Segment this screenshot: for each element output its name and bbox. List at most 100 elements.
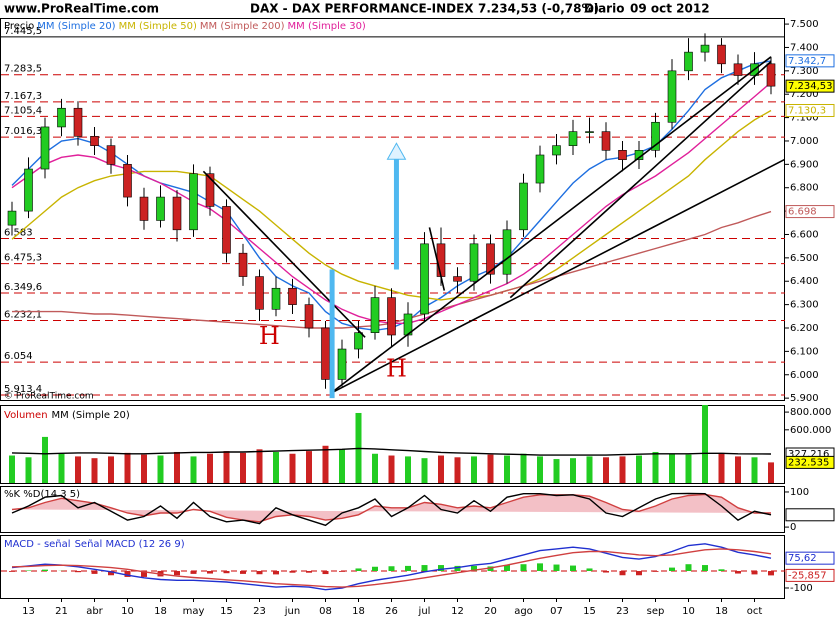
y-tick-label: 100 [790,487,809,498]
volume-bar [471,456,477,483]
candle [502,229,512,275]
panel-title: MACD - señal [4,539,71,550]
volume-bar [421,458,428,483]
x-tick-label: jul [418,606,431,617]
trendline [428,227,446,291]
candle [238,252,248,277]
panel-title: Volumen [4,410,48,421]
histogram-bar [438,565,444,571]
annotation: H [386,355,407,383]
y-tick-label: 6.000 [790,370,819,381]
histogram-bar [586,568,593,571]
y-tick-label: 0 [790,522,796,533]
stoch-frame [0,486,785,533]
value-label: 7.342,7 [788,56,826,67]
histogram-bar [471,565,477,571]
candle [733,63,743,76]
x-tick-label: jun [284,606,300,617]
y-tick-label: 600.000 [790,425,831,436]
x-tick-label: 21 [55,606,68,617]
volume-bar [372,453,378,483]
histogram-bar [537,563,543,571]
quote: 7.234,53 (-0,78%) [478,2,599,16]
candle [552,145,561,156]
level-label: 7.016,3 [4,126,42,137]
histogram-bar [751,571,758,575]
volume-bar [685,454,692,483]
histogram-bar [520,564,527,571]
candle [106,145,116,165]
histogram-bar [553,564,560,571]
y-tick-label: 7.400 [790,42,819,53]
volume-bar [273,451,279,483]
candle [453,276,462,282]
panel-title: %K %D(14 3 5) [4,489,80,500]
histogram-bar [487,566,494,571]
value-label: 6.698 [788,207,817,218]
candle [222,206,231,254]
legend-entry: MM (Simple 200) [200,21,285,32]
candle [766,63,776,87]
candle [321,327,330,380]
site: www.ProRealTime.com [4,2,159,16]
value-box [785,79,835,93]
candle [486,243,495,275]
candle [337,348,347,380]
histogram-bar [388,566,395,571]
histogram-bar [240,571,246,574]
volume-bar [58,453,65,483]
histogram-bar [504,565,510,571]
credit: © ProRealTime.com [4,392,94,402]
trendline [202,170,366,338]
level-label: 6.349,6 [4,282,42,293]
candle [684,51,693,72]
volume-bar [108,456,114,483]
histogram-bar [421,565,428,571]
x-tick-label: oct [747,606,763,617]
candle [700,44,710,53]
x-tick-label: 26 [385,606,398,617]
y-tick-label: 6.900 [790,159,819,170]
volume-bar [586,456,593,483]
value-box [785,455,835,469]
histogram-bar [768,571,774,576]
x-tick-label: 15 [220,606,233,617]
x-tick-label: 10 [121,606,134,617]
volume-bar [669,453,675,483]
x-tick-label: 07 [550,606,563,617]
x-tick-label: 13 [22,606,35,617]
trendline [330,158,785,395]
y-tick-label: 6.200 [790,323,819,334]
volume-bar [652,451,659,483]
legend-entry: MM (Simple 50) [119,21,197,32]
level-label: 7.283,5 [4,64,42,75]
candle [123,164,132,198]
histogram-bar [322,571,329,575]
volume-bar [25,457,32,483]
histogram-bar [636,571,642,576]
histogram-bar [108,571,114,576]
histogram-bar [702,565,708,571]
volume-bar [339,449,345,483]
level-label: 6.054 [4,351,33,362]
panel-subtitle: Señal MACD (12 26 9) [75,539,185,550]
y-tick-label: 6.100 [790,346,819,357]
line [11,81,772,324]
volume-bar [75,456,81,483]
histogram-bar [718,569,725,571]
value-box [785,54,835,68]
candle [667,70,677,123]
x-tick-label: 23 [616,606,629,617]
level-label: 6.475,3 [4,253,42,264]
candle [57,107,66,128]
volume-bar [322,445,329,483]
volume-bar [174,451,180,483]
candle [370,297,380,333]
volume-bar [570,458,576,483]
price-frame [0,18,785,401]
candle [90,135,99,146]
trendline [329,56,772,395]
value-box [785,551,835,565]
instrument: DAX - DAX PERFORMANCE-INDEX [250,2,474,16]
